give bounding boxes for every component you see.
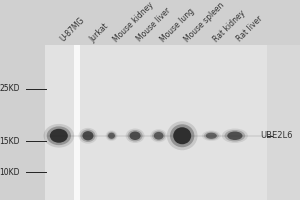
Ellipse shape	[225, 130, 245, 142]
Ellipse shape	[44, 124, 74, 148]
Text: Rat kidney: Rat kidney	[211, 8, 247, 44]
Ellipse shape	[204, 132, 219, 140]
Text: 25KD: 25KD	[0, 84, 20, 93]
FancyBboxPatch shape	[74, 45, 80, 200]
Ellipse shape	[227, 132, 242, 140]
Ellipse shape	[152, 131, 165, 141]
Text: 10KD: 10KD	[0, 168, 20, 177]
Ellipse shape	[79, 128, 98, 144]
Ellipse shape	[222, 129, 248, 143]
Ellipse shape	[80, 129, 95, 142]
Text: UBE2L6: UBE2L6	[260, 131, 292, 140]
Ellipse shape	[173, 127, 191, 144]
Text: Jurkat: Jurkat	[88, 21, 110, 44]
Text: Rat liver: Rat liver	[235, 14, 264, 44]
Ellipse shape	[50, 129, 68, 143]
Ellipse shape	[206, 133, 217, 139]
Ellipse shape	[150, 129, 167, 142]
FancyBboxPatch shape	[45, 45, 300, 200]
Ellipse shape	[47, 126, 71, 145]
Ellipse shape	[154, 132, 164, 140]
Ellipse shape	[202, 130, 221, 141]
Text: 15KD: 15KD	[0, 137, 20, 146]
FancyBboxPatch shape	[45, 45, 267, 200]
Ellipse shape	[108, 133, 115, 139]
Ellipse shape	[170, 124, 194, 147]
Ellipse shape	[167, 121, 197, 150]
Text: Mouse liver: Mouse liver	[135, 6, 172, 44]
Ellipse shape	[128, 130, 142, 142]
Ellipse shape	[107, 132, 116, 140]
Ellipse shape	[106, 130, 117, 141]
Ellipse shape	[130, 132, 141, 140]
Ellipse shape	[82, 131, 94, 140]
Ellipse shape	[126, 129, 145, 143]
Text: Mouse kidney: Mouse kidney	[112, 0, 155, 44]
Text: Mouse lung: Mouse lung	[159, 6, 196, 44]
Text: U-87MG: U-87MG	[59, 16, 87, 44]
Text: Mouse spleen: Mouse spleen	[182, 0, 226, 44]
